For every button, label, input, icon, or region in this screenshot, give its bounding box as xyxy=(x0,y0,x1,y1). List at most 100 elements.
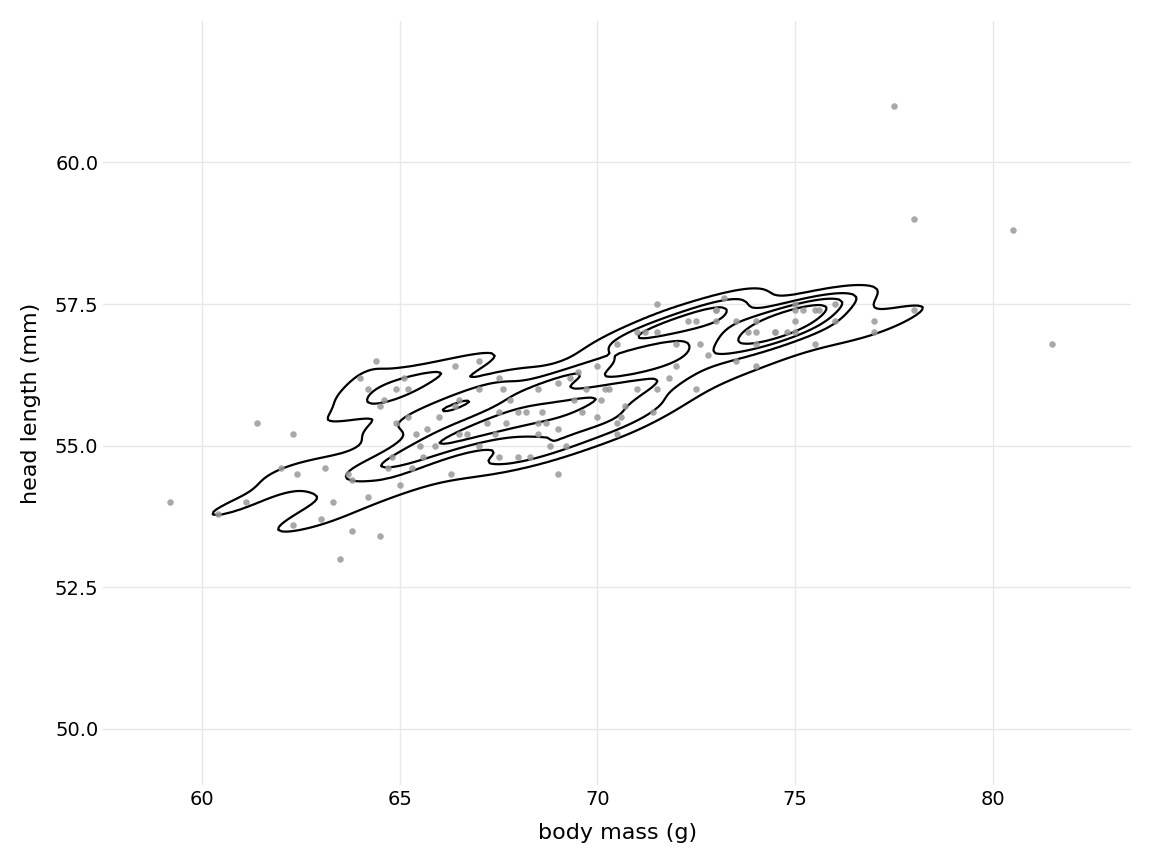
Point xyxy=(746,326,765,340)
Point xyxy=(885,98,903,112)
Point xyxy=(805,337,824,351)
Point xyxy=(600,382,619,396)
Point xyxy=(540,439,559,453)
Point xyxy=(509,450,528,464)
Point xyxy=(667,337,685,351)
Point xyxy=(418,422,437,435)
Point xyxy=(548,467,567,481)
Point xyxy=(399,410,417,424)
Point xyxy=(394,371,412,384)
Point xyxy=(691,337,710,351)
Point xyxy=(687,314,705,328)
Point xyxy=(826,314,844,328)
Point xyxy=(371,530,389,543)
Point xyxy=(509,404,528,418)
Point xyxy=(616,399,635,413)
Point xyxy=(786,326,804,340)
Point xyxy=(707,314,726,328)
Point xyxy=(794,302,812,316)
Point xyxy=(746,337,765,351)
Point xyxy=(573,404,591,418)
Point xyxy=(786,302,804,316)
Point xyxy=(707,302,726,316)
Point xyxy=(209,506,227,520)
Point xyxy=(446,399,464,413)
Point xyxy=(382,450,401,464)
Point xyxy=(446,359,464,373)
Point xyxy=(490,371,508,384)
Point xyxy=(415,450,433,464)
Point xyxy=(576,382,594,396)
Point xyxy=(727,314,745,328)
Point xyxy=(608,428,627,442)
Point xyxy=(236,495,255,509)
Point xyxy=(680,314,698,328)
Point xyxy=(589,410,607,424)
Point xyxy=(1003,224,1022,238)
Point xyxy=(359,490,378,504)
Point xyxy=(430,410,448,424)
Point xyxy=(402,461,420,475)
Point xyxy=(548,422,567,435)
Point xyxy=(339,467,357,481)
Point xyxy=(529,428,547,442)
Point xyxy=(379,461,397,475)
Point xyxy=(537,416,555,430)
Point xyxy=(470,382,488,396)
Point xyxy=(410,439,429,453)
Point xyxy=(589,359,607,373)
Point xyxy=(442,467,461,481)
Point xyxy=(592,393,611,407)
Point xyxy=(628,326,646,340)
Point xyxy=(738,326,757,340)
Point xyxy=(316,461,334,475)
Point xyxy=(391,479,409,492)
Point xyxy=(272,461,290,475)
Point xyxy=(470,353,488,367)
Point xyxy=(387,382,406,396)
Point xyxy=(517,404,536,418)
Point xyxy=(283,428,302,442)
Point xyxy=(1043,337,1061,351)
Point xyxy=(647,297,666,311)
Point xyxy=(387,416,406,430)
Point xyxy=(490,404,508,418)
Point xyxy=(568,365,586,379)
Point xyxy=(533,404,552,418)
Point xyxy=(366,353,385,367)
Point xyxy=(399,382,417,396)
Point xyxy=(477,416,495,430)
Point xyxy=(501,393,520,407)
Point xyxy=(371,399,389,413)
Point xyxy=(904,213,923,226)
Point xyxy=(490,450,508,464)
Point xyxy=(636,326,654,340)
Point xyxy=(521,450,539,464)
Point xyxy=(556,439,575,453)
Y-axis label: head length (mm): head length (mm) xyxy=(21,302,40,504)
Point xyxy=(470,439,488,453)
Point xyxy=(332,552,350,566)
Point xyxy=(746,359,765,373)
Point xyxy=(904,302,923,316)
Point xyxy=(746,314,765,328)
Point xyxy=(561,371,579,384)
Point xyxy=(449,428,468,442)
Point xyxy=(647,326,666,340)
Point xyxy=(714,291,733,305)
Point xyxy=(667,359,685,373)
Point xyxy=(498,416,516,430)
Point xyxy=(865,326,884,340)
Point xyxy=(766,326,785,340)
Point xyxy=(548,377,567,391)
Point xyxy=(786,314,804,328)
Point xyxy=(786,297,804,311)
Point xyxy=(608,416,627,430)
Point xyxy=(529,416,547,430)
Point xyxy=(766,326,785,340)
Point xyxy=(865,314,884,328)
Point xyxy=(778,326,796,340)
Point xyxy=(596,382,614,396)
Point xyxy=(343,524,362,537)
Point xyxy=(426,439,445,453)
